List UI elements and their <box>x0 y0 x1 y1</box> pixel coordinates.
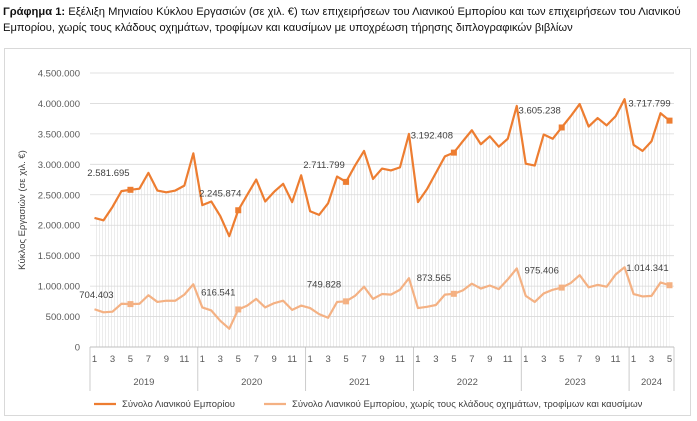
data-marker <box>235 306 242 313</box>
y-tick-label: 500.000 <box>46 312 80 323</box>
data-marker <box>343 178 350 185</box>
x-year-label: 2019 <box>133 377 154 388</box>
x-tick-label: 5 <box>343 354 348 365</box>
x-tick-label: 1 <box>415 354 420 365</box>
data-marker <box>343 298 350 305</box>
data-label: 616.541 <box>201 287 235 298</box>
data-label: 2.245.874 <box>199 188 241 199</box>
x-year-label: 2023 <box>565 377 586 388</box>
caption-label: Γράφημα 1: <box>3 6 66 18</box>
area-fill-total <box>94 99 670 348</box>
x-tick-label: 3 <box>218 354 223 365</box>
x-tick-label: 9 <box>487 354 492 365</box>
x-year-label: 2022 <box>457 377 478 388</box>
x-year-label: 2021 <box>349 377 370 388</box>
data-label: 1.014.341 <box>626 263 668 274</box>
data-label: 2.711.799 <box>303 160 345 171</box>
data-label: 704.403 <box>79 290 113 301</box>
y-tick-label: 4.000.000 <box>38 99 80 110</box>
x-tick-label: 9 <box>595 354 600 365</box>
x-tick-label: 3 <box>649 354 654 365</box>
y-axis-title: Κύκλος Εργασιών (σε χιλ. €) <box>17 150 28 270</box>
x-tick-label: 11 <box>395 354 405 365</box>
x-tick-label: 3 <box>325 354 330 365</box>
x-tick-label: 3 <box>541 354 546 365</box>
y-tick-label: 4.500.000 <box>38 69 80 80</box>
data-marker <box>558 284 565 291</box>
data-marker <box>450 149 457 156</box>
x-year-label: 2020 <box>241 377 262 388</box>
caption-text: Εξέλιξη Μηνιαίου Κύκλου Εργασιών (σε χιλ… <box>3 6 681 34</box>
x-tick-label: 1 <box>631 354 636 365</box>
data-label: 3.192.408 <box>411 131 453 142</box>
x-tick-label: 11 <box>179 354 189 365</box>
chart-caption: Γράφημα 1: Εξέλιξη Μηνιαίου Κύκλου Εργασ… <box>3 4 695 36</box>
data-marker <box>666 117 673 124</box>
x-tick-label: 9 <box>164 354 169 365</box>
y-tick-label: 2.500.000 <box>38 190 80 201</box>
x-tick-label: 11 <box>287 354 297 365</box>
x-tick-label: 5 <box>559 354 564 365</box>
x-tick-label: 9 <box>272 354 277 365</box>
data-marker <box>127 186 134 193</box>
x-tick-label: 5 <box>667 354 672 365</box>
series-line-1 <box>94 98 671 238</box>
x-year-label: 2024 <box>641 377 662 388</box>
x-tick-label: 7 <box>146 354 151 365</box>
x-tick-label: 5 <box>451 354 456 365</box>
x-tick-label: 1 <box>92 354 97 365</box>
y-tick-label: 1.000.000 <box>38 282 80 293</box>
x-tick-label: 7 <box>469 354 474 365</box>
data-label: 3.717.799 <box>628 99 670 110</box>
data-label: 749.828 <box>307 279 341 290</box>
data-marker <box>127 301 134 308</box>
x-tick-label: 11 <box>503 354 513 365</box>
series-line-2 <box>94 266 670 330</box>
x-tick-label: 3 <box>110 354 115 365</box>
x-tick-label: 1 <box>200 354 205 365</box>
x-tick-label: 7 <box>577 354 582 365</box>
x-tick-label: 7 <box>361 354 366 365</box>
data-label: 975.406 <box>525 266 559 277</box>
data-label: 873.565 <box>417 273 451 284</box>
y-tick-label: 2.000.000 <box>38 221 80 232</box>
x-tick-label: 1 <box>523 354 528 365</box>
data-label: 3.605.238 <box>519 105 561 116</box>
y-tick-label: 0 <box>75 343 80 354</box>
data-marker <box>450 290 457 297</box>
data-marker <box>235 207 242 214</box>
y-tick-label: 3.500.000 <box>38 129 80 140</box>
x-tick-label: 11 <box>611 354 621 365</box>
x-tick-label: 3 <box>433 354 438 365</box>
legend-label: Σύνολο Λιανικού Εμπορίου <box>122 399 235 410</box>
x-tick-label: 7 <box>254 354 259 365</box>
legend-label: Σύνολο Λιανικού Εμπορίου, χωρίς τους κλά… <box>292 399 643 410</box>
data-marker <box>558 124 565 131</box>
y-tick-label: 3.000.000 <box>38 160 80 171</box>
x-tick-label: 1 <box>307 354 312 365</box>
y-tick-label: 1.500.000 <box>38 251 80 262</box>
x-tick-label: 9 <box>379 354 384 365</box>
x-tick-label: 5 <box>236 354 241 365</box>
data-label: 2.581.695 <box>87 168 129 179</box>
data-marker <box>666 282 673 289</box>
x-tick-label: 5 <box>128 354 133 365</box>
